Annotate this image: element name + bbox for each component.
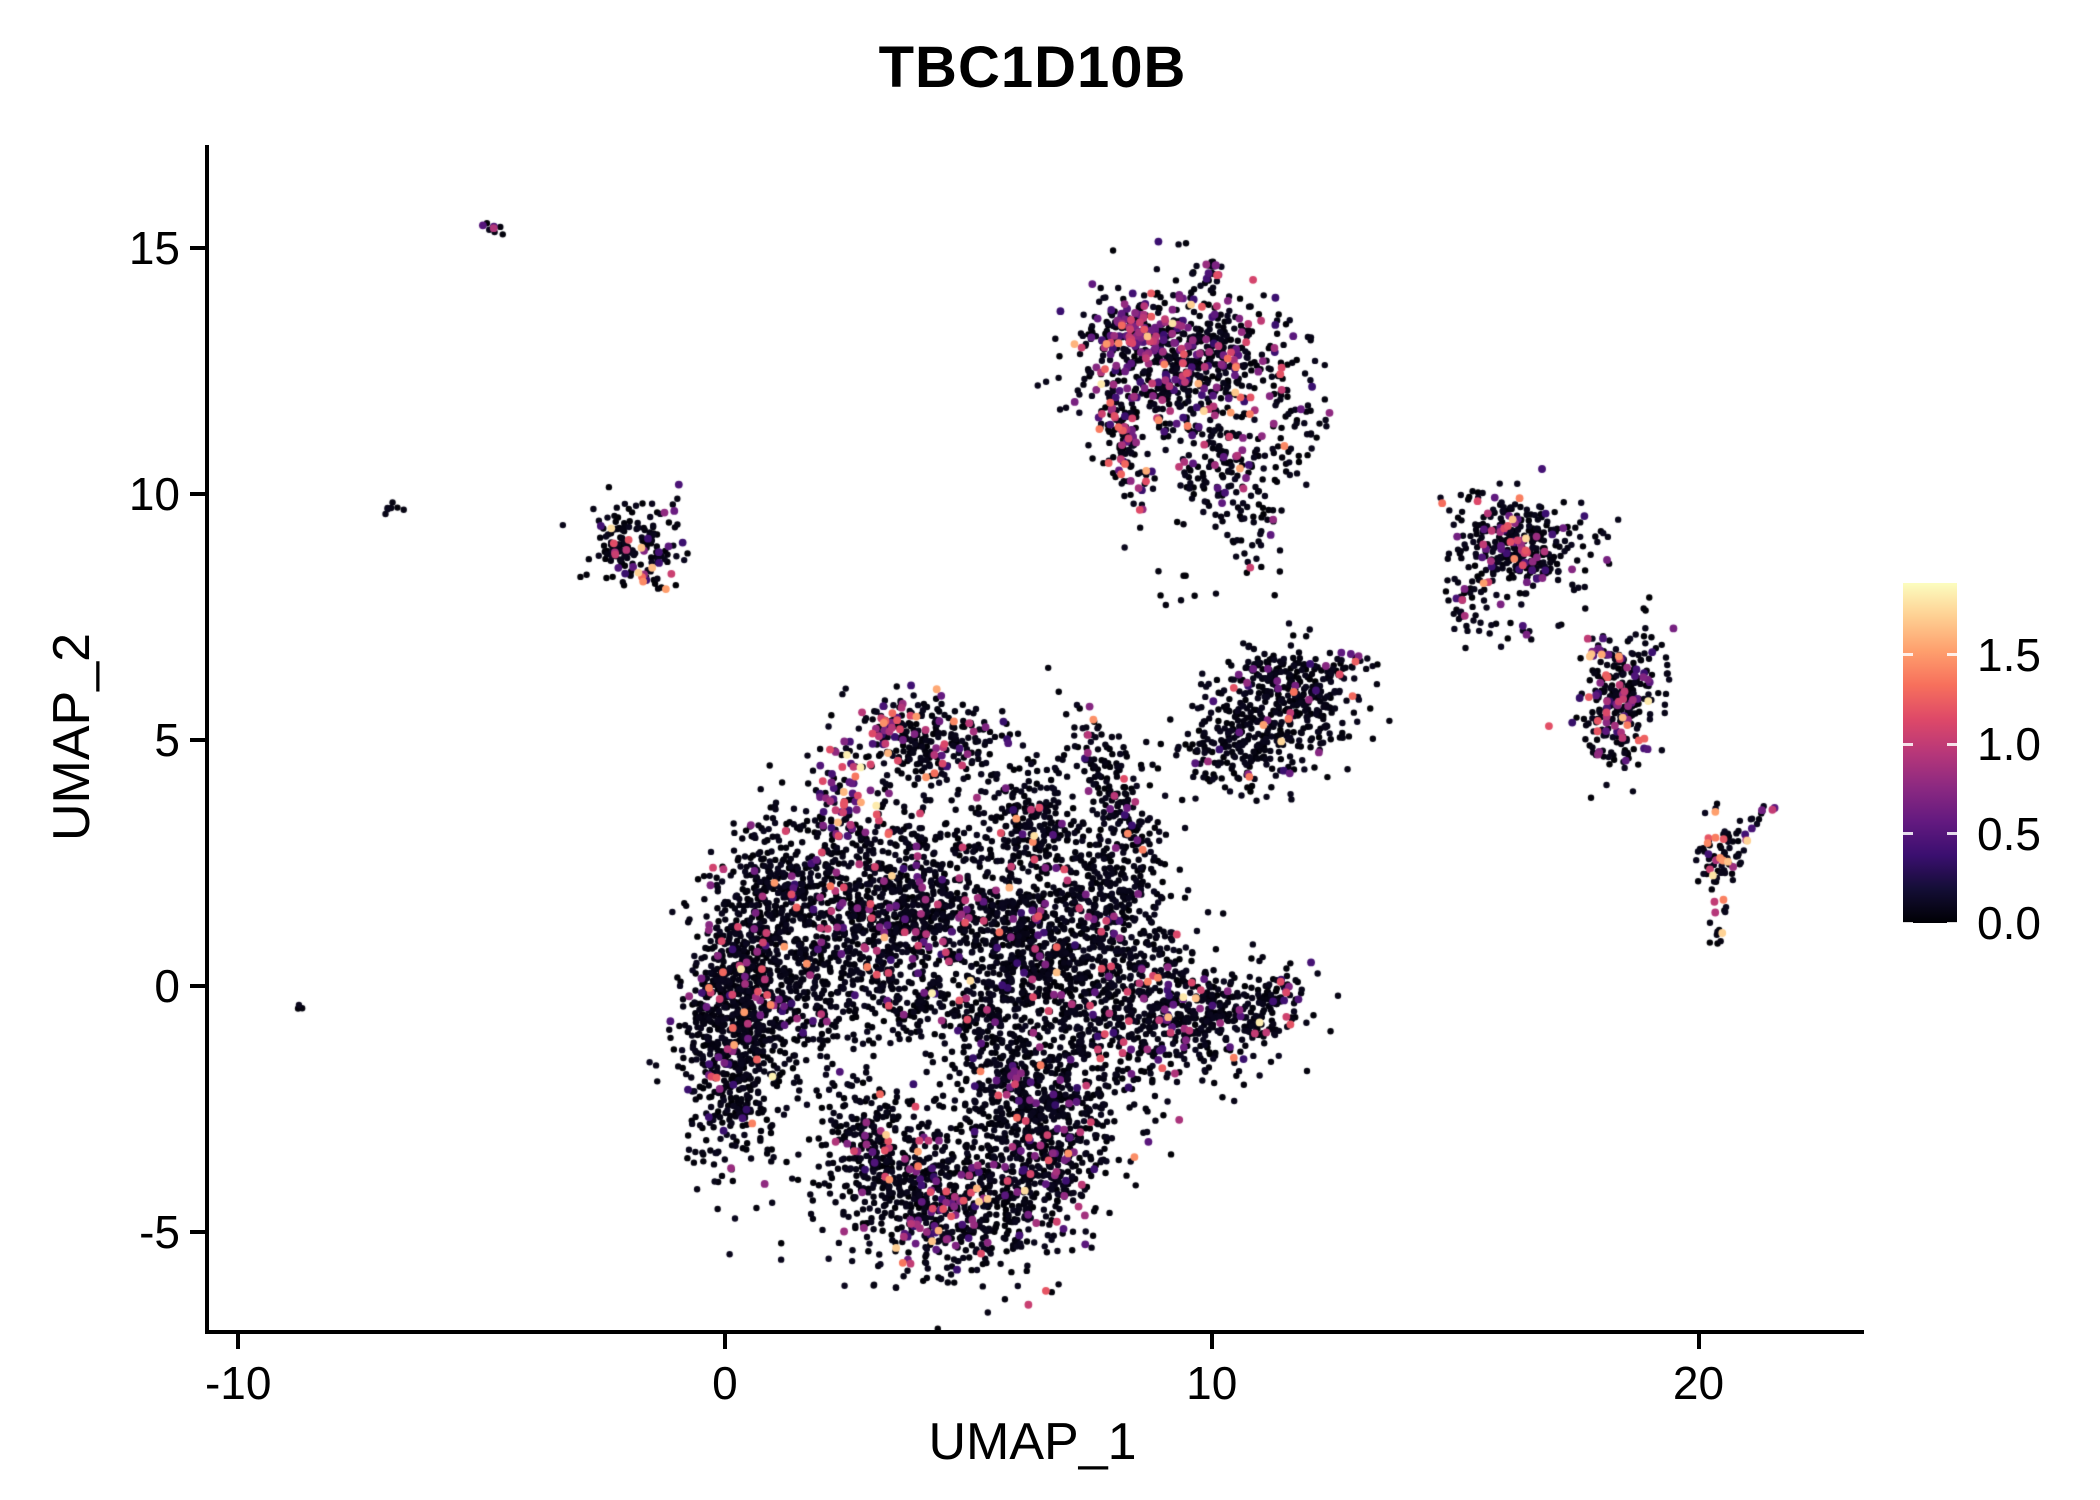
- y-tick-label: 0: [154, 959, 180, 1012]
- x-axis-label: UMAP_1: [928, 1413, 1137, 1471]
- colorbar-tick-label: 1.5: [1977, 628, 2041, 681]
- colorbar-tick-label: 1.0: [1977, 718, 2041, 771]
- colorbar-tick-mark: [1903, 832, 1913, 836]
- y-tick-label: 15: [128, 222, 180, 275]
- colorbar-tick-mark: [1903, 921, 1913, 925]
- y-tick-mark: [190, 246, 205, 251]
- x-tick-mark: [236, 1334, 241, 1349]
- y-tick-mark: [190, 1229, 205, 1234]
- colorbar-tick-mark: [1947, 921, 1957, 925]
- colorbar-tick-mark: [1903, 742, 1913, 746]
- y-tick-mark: [190, 737, 205, 742]
- x-tick-label: -10: [204, 1357, 272, 1409]
- colorbar-tick-label: 0.5: [1977, 807, 2041, 860]
- colorbar-tick-mark: [1903, 653, 1913, 657]
- chart-title: TBC1D10B: [878, 35, 1187, 100]
- y-tick-label: -5: [139, 1205, 180, 1258]
- x-tick-label: 20: [1672, 1357, 1725, 1409]
- umap-scatter-canvas: [209, 145, 1864, 1330]
- y-axis-label: UMAP_2: [43, 632, 101, 842]
- x-tick-mark: [1696, 1334, 1701, 1349]
- x-tick-mark: [1209, 1334, 1214, 1349]
- colorbar-tick-mark: [1947, 742, 1957, 746]
- plot-panel: [205, 145, 1864, 1334]
- colorbar: [1903, 583, 1957, 923]
- colorbar-tick-mark: [1947, 653, 1957, 657]
- y-tick-mark: [190, 983, 205, 988]
- colorbar-tick-mark: [1947, 832, 1957, 836]
- x-tick-mark: [722, 1334, 727, 1349]
- y-tick-mark: [190, 492, 205, 497]
- x-tick-label: 10: [1186, 1357, 1238, 1409]
- colorbar-tick-label: 0.0: [1977, 897, 2041, 949]
- y-tick-label: 5: [154, 713, 180, 766]
- x-tick-label: 0: [712, 1357, 738, 1409]
- y-tick-label: 10: [128, 468, 180, 521]
